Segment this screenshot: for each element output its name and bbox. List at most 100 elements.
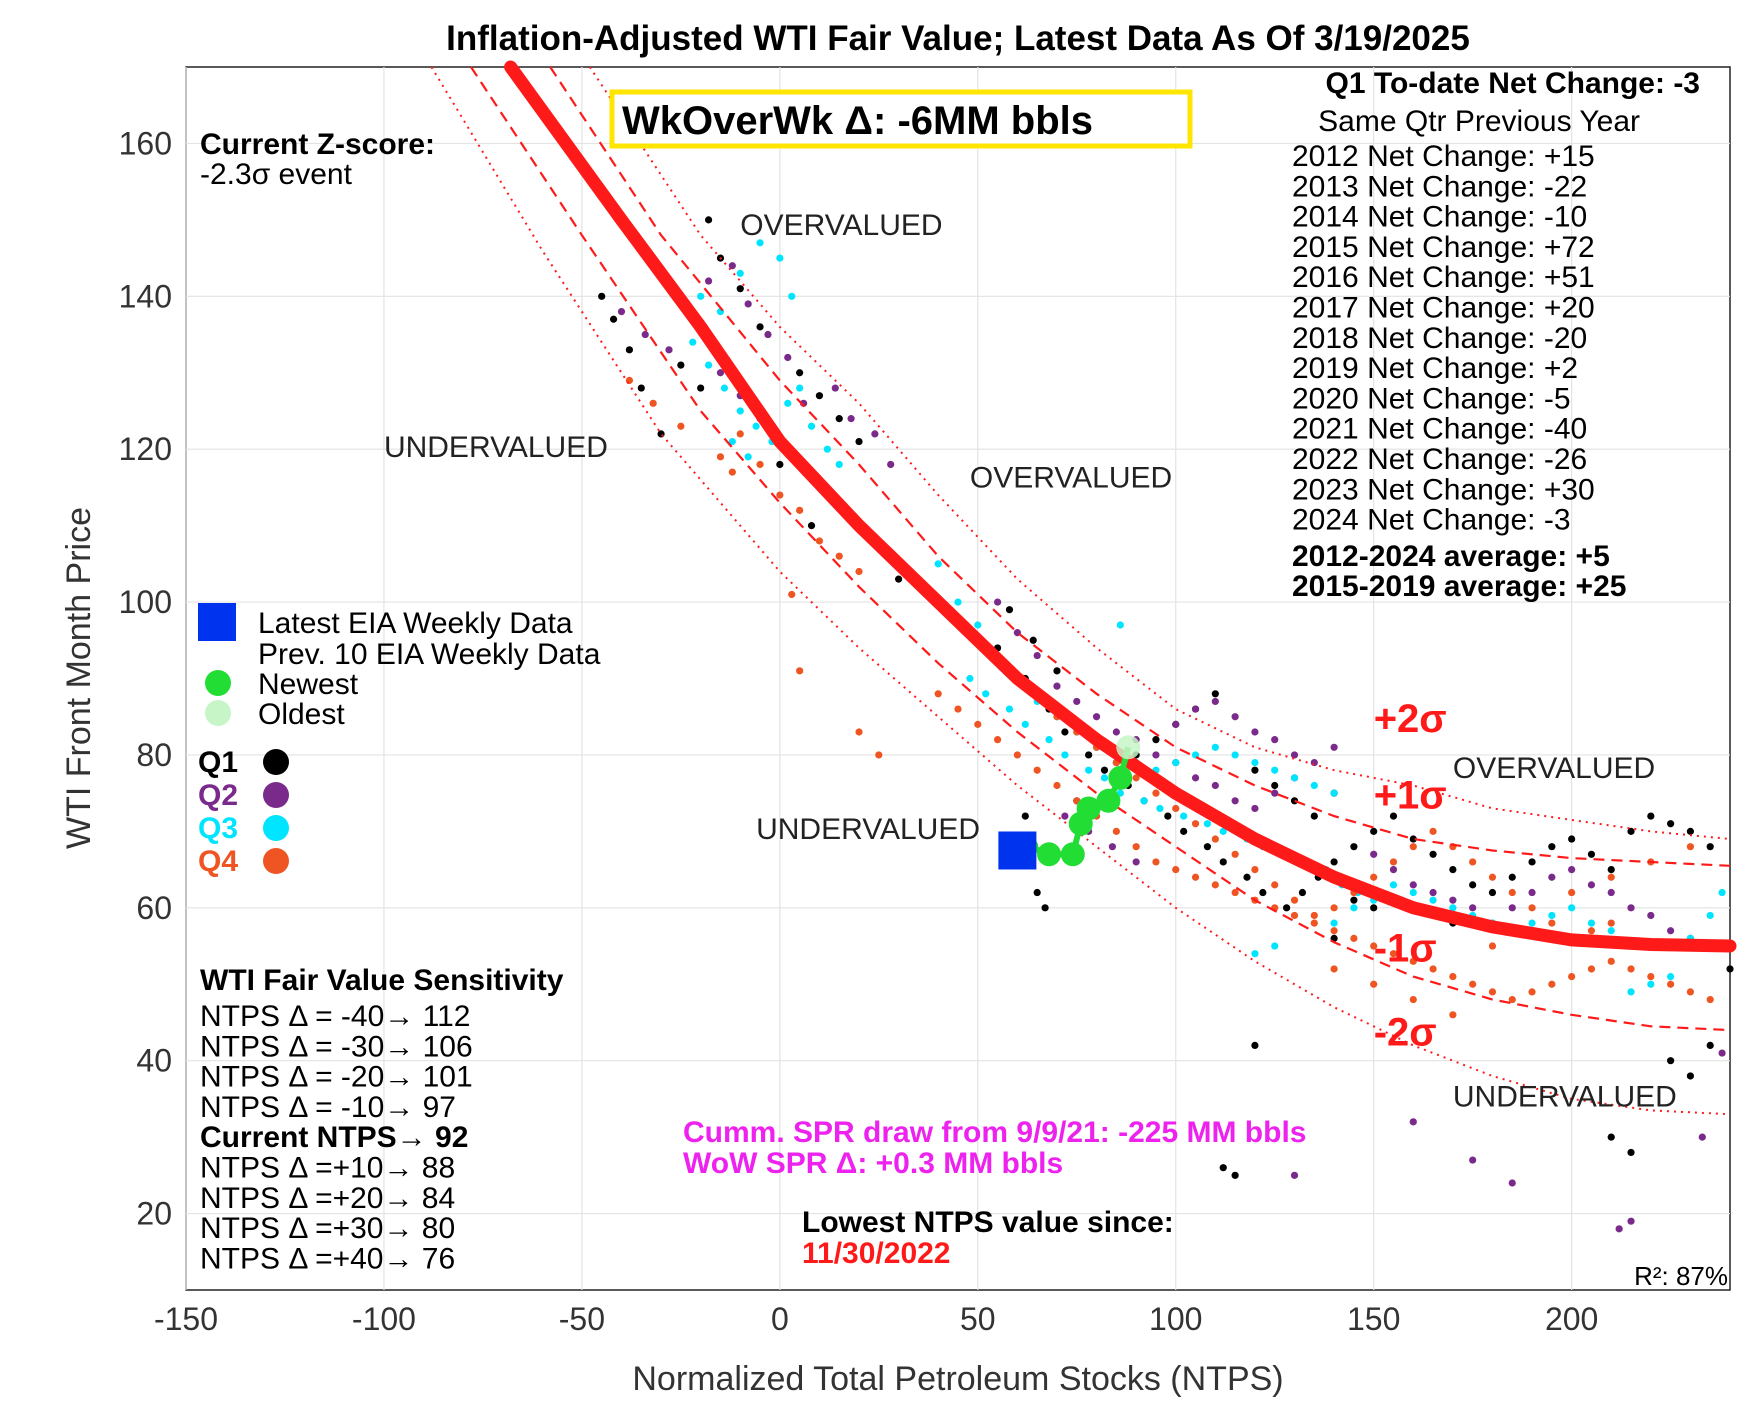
net-change-item: 2014 Net Change: -10 bbox=[1292, 201, 1587, 234]
y-tick-label: 140 bbox=[119, 278, 172, 314]
scatter-point-q1 bbox=[1627, 827, 1635, 835]
scatter-point-q4 bbox=[1053, 781, 1061, 790]
scatter-point-q3 bbox=[1203, 820, 1212, 828]
scatter-point-q1 bbox=[1647, 812, 1655, 820]
scatter-point-q2 bbox=[1251, 804, 1259, 813]
scatter-point-q2 bbox=[1667, 927, 1675, 935]
scatter-point-q1 bbox=[776, 460, 784, 469]
scatter-point-q1 bbox=[1251, 1041, 1259, 1049]
scatter-point-q4 bbox=[1330, 965, 1338, 973]
scatter-point-q2 bbox=[1231, 713, 1239, 721]
scatter-point-q4 bbox=[1409, 957, 1417, 965]
y-tick-label: 100 bbox=[119, 584, 172, 620]
scatter-point-q1 bbox=[1310, 812, 1318, 820]
scatter-point-q2 bbox=[1409, 1118, 1417, 1126]
scatter-point-q2 bbox=[1409, 881, 1417, 889]
scatter-point-q3 bbox=[784, 399, 792, 407]
sensitivity-title: WTI Fair Value Sensitivity bbox=[200, 964, 564, 997]
scatter-point-q3 bbox=[1290, 774, 1299, 782]
scatter-point-q4 bbox=[1686, 988, 1695, 996]
scatter-point-q4 bbox=[1429, 827, 1437, 835]
scatter-point-q3 bbox=[1548, 911, 1556, 920]
legend-newest-label: Newest bbox=[258, 668, 359, 701]
sigma-band-line bbox=[549, 66, 1731, 867]
scatter-point-q4 bbox=[934, 690, 942, 698]
scatter-point-q1 bbox=[598, 292, 606, 300]
scatter-point-q2 bbox=[1469, 904, 1477, 912]
q1-to-date-title: Q1 To-date Net Change: -3 bbox=[1326, 67, 1700, 100]
scatter-point-q1 bbox=[855, 437, 863, 446]
z-score-value: -2.3σ event bbox=[200, 158, 353, 191]
scatter-point-q4 bbox=[1409, 995, 1417, 1004]
scatter-point-q2 bbox=[1508, 904, 1516, 912]
scatter-point-q3 bbox=[1310, 781, 1318, 790]
net-change-item: 2016 Net Change: +51 bbox=[1292, 261, 1595, 294]
y-axis-label: WTI Front Month Price bbox=[60, 507, 98, 849]
wow-change-box bbox=[609, 89, 1193, 149]
scatter-point-q2 bbox=[1061, 812, 1069, 820]
scatter-point-q4 bbox=[716, 453, 725, 461]
sensitivity-item: NTPS Δ =+20→ 84 bbox=[200, 1182, 455, 1215]
scatter-point-q2 bbox=[887, 460, 895, 469]
scatter-point-q2 bbox=[704, 277, 713, 285]
scatter-point-q2 bbox=[1290, 751, 1299, 759]
scatter-point-q4 bbox=[1528, 904, 1536, 912]
x-tick-label: 200 bbox=[1545, 1301, 1598, 1337]
scatter-point-q4 bbox=[1330, 927, 1338, 935]
scatter-point-q2 bbox=[1449, 896, 1457, 904]
scatter-point-q2 bbox=[784, 353, 792, 362]
scatter-point-q1 bbox=[657, 430, 665, 438]
sigma-band-label: -2σ bbox=[1374, 1010, 1437, 1054]
scatter-point-q4 bbox=[1310, 919, 1318, 927]
legend-quarter-swatch bbox=[263, 815, 289, 841]
scatter-point-q3 bbox=[1667, 973, 1675, 981]
scatter-point-q3 bbox=[1180, 812, 1188, 820]
scatter-point-q3 bbox=[1350, 904, 1358, 912]
chart-title: Inflation-Adjusted WTI Fair Value; Lates… bbox=[446, 19, 1470, 58]
sigma-band-label: -1σ bbox=[1374, 926, 1437, 970]
scatter-point-q3 bbox=[1116, 621, 1124, 629]
scatter-point-q3 bbox=[756, 239, 764, 247]
wow-change-text: WkOverWk Δ: -6MM bbls bbox=[622, 99, 1093, 143]
scatter-point-q4 bbox=[1152, 789, 1160, 797]
scatter-point-q1 bbox=[1607, 1133, 1615, 1141]
sigma-band-label: +1σ bbox=[1374, 773, 1447, 817]
scatter-point-q1 bbox=[1005, 606, 1014, 614]
prev-10-weekly-point bbox=[1037, 842, 1062, 867]
scatter-point-q2 bbox=[1698, 1133, 1706, 1141]
legend-latest-swatch bbox=[198, 603, 236, 641]
latest-eia-weekly-marker bbox=[998, 831, 1037, 870]
valuation-zone-label: UNDERVALUED bbox=[384, 431, 608, 464]
scatter-point-q3 bbox=[954, 598, 962, 606]
scatter-point-q4 bbox=[1587, 927, 1596, 935]
sensitivity-item: NTPS Δ =+10→ 88 bbox=[200, 1152, 455, 1185]
scatter-point-q1 bbox=[677, 361, 685, 369]
y-tick-label: 40 bbox=[136, 1043, 172, 1079]
scatter-point-q1 bbox=[1041, 904, 1049, 912]
scatter-point-q1 bbox=[807, 522, 816, 530]
scatter-point-q4 bbox=[1112, 827, 1120, 835]
scatter-point-q4 bbox=[1370, 942, 1378, 950]
net-change-item: 2012 Net Change: +15 bbox=[1292, 140, 1595, 173]
x-tick-label: -100 bbox=[352, 1301, 416, 1337]
scatter-point-q4 bbox=[815, 537, 824, 545]
sensitivity-item: NTPS Δ =+40→ 76 bbox=[200, 1242, 455, 1275]
scatter-point-q1 bbox=[1100, 766, 1109, 774]
valuation-zone-labels: OVERVALUED UNDERVALUED OVERVALUED UNDERVALU… bbox=[384, 209, 1677, 1113]
scatter-point-q3 bbox=[1330, 919, 1338, 927]
scatter-point-q1 bbox=[1429, 850, 1437, 858]
net-change-item: 2017 Net Change: +20 bbox=[1292, 292, 1595, 325]
z-score-title: Current Z-score: bbox=[200, 128, 435, 161]
scatter-point-q3 bbox=[1706, 911, 1714, 920]
scatter-point-q3 bbox=[1140, 797, 1148, 805]
scatter-point-q1 bbox=[736, 285, 744, 293]
scatter-point-q1 bbox=[1409, 835, 1417, 843]
scatter-point-q4 bbox=[736, 430, 744, 438]
scatter-point-q3 bbox=[1647, 980, 1655, 988]
scatter-point-q1 bbox=[1085, 751, 1093, 759]
scatter-point-q2 bbox=[847, 415, 855, 423]
scatter-point-q3 bbox=[1061, 751, 1069, 759]
scatter-point-q2 bbox=[1108, 843, 1116, 851]
x-tick-label: -150 bbox=[154, 1301, 218, 1337]
